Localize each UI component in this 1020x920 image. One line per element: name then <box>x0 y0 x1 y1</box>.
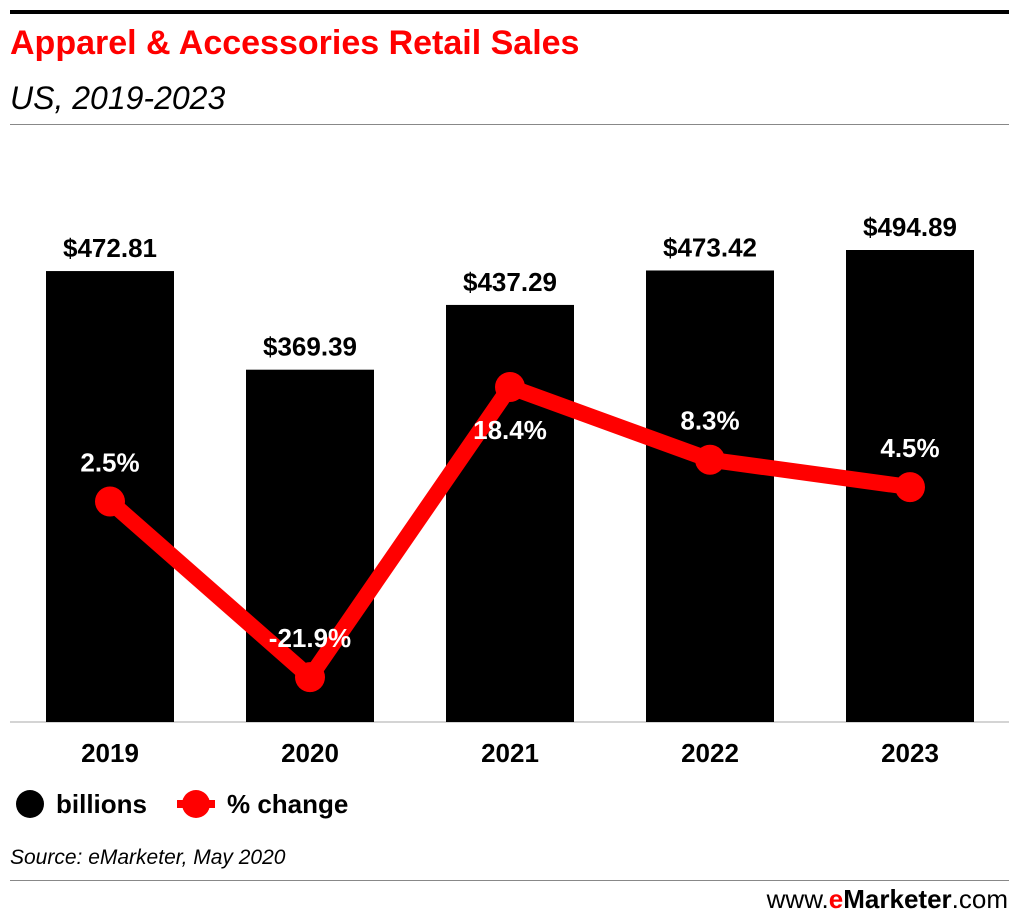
change-point-2021 <box>495 372 525 403</box>
change-label-2021: 18.4% <box>473 415 547 445</box>
change-point-2023 <box>895 472 925 503</box>
bars-layer <box>46 250 974 722</box>
top-rule <box>10 10 1009 14</box>
brand-logo: www.eMarketer.com <box>766 884 1008 914</box>
legend-swatch-change <box>177 790 215 818</box>
bar-2021 <box>446 304 574 722</box>
bar-value-label-2022: $473.42 <box>663 232 757 262</box>
line-layer <box>95 372 925 693</box>
x-tick-2023: 2023 <box>881 738 939 768</box>
source-note: Source: eMarketer, May 2020 <box>10 846 286 869</box>
x-ticks-layer: 2019 2020 2021 2022 2023 <box>81 738 939 768</box>
chart-subtitle: US, 2019-2023 <box>10 80 226 116</box>
bar-value-label-2023: $494.89 <box>863 212 957 242</box>
bar-value-label-2020: $369.39 <box>263 332 357 362</box>
bar-labels-layer: $472.81 $369.39 $437.29 $473.42 $494.89 <box>63 212 957 362</box>
change-label-2020: -21.9% <box>269 623 351 653</box>
change-label-2022: 8.3% <box>680 406 739 436</box>
legend-item-change: % change <box>177 789 348 820</box>
chart-title: Apparel & Accessories Retail Sales <box>10 24 580 62</box>
change-point-2020 <box>295 662 325 693</box>
line-labels-layer: 2.5% -21.9% 18.4% 8.3% 4.5% <box>80 406 939 653</box>
header-divider <box>10 124 1009 125</box>
footer-divider <box>10 880 1009 881</box>
legend-swatch-billions <box>16 790 44 818</box>
x-tick-2019: 2019 <box>81 738 139 768</box>
x-tick-2021: 2021 <box>481 738 539 768</box>
bar-value-label-2021: $437.29 <box>463 267 557 297</box>
change-point-2019 <box>95 486 125 517</box>
legend-label-change: % change <box>227 788 349 819</box>
bar-value-label-2019: $472.81 <box>63 233 157 263</box>
legend: billions % change <box>16 786 378 822</box>
change-label-2019: 2.5% <box>80 448 139 478</box>
bar-2022 <box>646 270 774 722</box>
change-point-2022 <box>695 444 725 475</box>
x-tick-2020: 2020 <box>281 738 339 768</box>
legend-item-billions: billions <box>16 789 147 820</box>
change-label-2023: 4.5% <box>880 433 939 463</box>
legend-label-billions: billions <box>56 788 147 819</box>
x-tick-2022: 2022 <box>681 738 739 768</box>
